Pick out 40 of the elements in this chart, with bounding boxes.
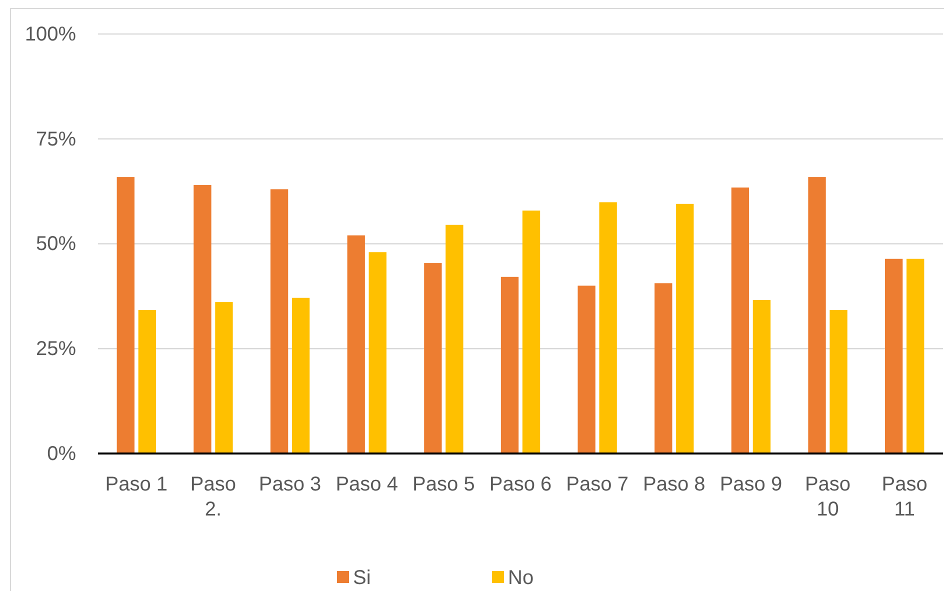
bar bbox=[885, 258, 903, 454]
x-tick-label: Paso 8 bbox=[643, 474, 706, 496]
bar bbox=[654, 283, 672, 454]
bar bbox=[808, 177, 826, 454]
bar bbox=[599, 202, 617, 454]
bar bbox=[522, 210, 540, 454]
legend-label: No bbox=[508, 567, 534, 589]
bar bbox=[116, 177, 134, 454]
y-tick-label: 75% bbox=[36, 128, 76, 150]
bar bbox=[194, 185, 212, 454]
y-tick-label: 0% bbox=[47, 442, 76, 465]
x-tick-label: Paso 3 bbox=[258, 474, 322, 496]
bar bbox=[906, 258, 924, 454]
x-tick-label: Paso 2. bbox=[190, 474, 236, 520]
bar bbox=[292, 298, 310, 454]
bar bbox=[347, 235, 365, 454]
x-tick-label: Paso 11 bbox=[882, 474, 928, 520]
y-tick-label: 50% bbox=[36, 233, 76, 256]
bar bbox=[752, 300, 771, 454]
bar bbox=[215, 302, 233, 454]
bar bbox=[500, 276, 519, 454]
bar bbox=[676, 204, 694, 454]
bar bbox=[578, 286, 596, 454]
x-tick-label: Paso 1 bbox=[105, 474, 168, 496]
y-tick-label: 100% bbox=[24, 23, 76, 46]
bar bbox=[830, 310, 848, 454]
x-tick-label: Paso 7 bbox=[566, 474, 628, 496]
bar bbox=[424, 263, 442, 454]
bar bbox=[368, 252, 386, 454]
x-tick-label: Paso 10 bbox=[804, 474, 851, 520]
x-tick-label: Paso 5 bbox=[412, 474, 475, 496]
x-tick-label: Paso 4 bbox=[336, 474, 398, 496]
bar bbox=[138, 310, 156, 454]
x-tick-label: Paso 9 bbox=[720, 474, 782, 496]
bar bbox=[446, 224, 464, 454]
x-tick-label: Paso 6 bbox=[489, 474, 552, 496]
bar bbox=[270, 189, 288, 454]
y-tick-label: 25% bbox=[36, 338, 76, 360]
legend-label: Si bbox=[353, 567, 371, 589]
bar bbox=[731, 188, 750, 454]
